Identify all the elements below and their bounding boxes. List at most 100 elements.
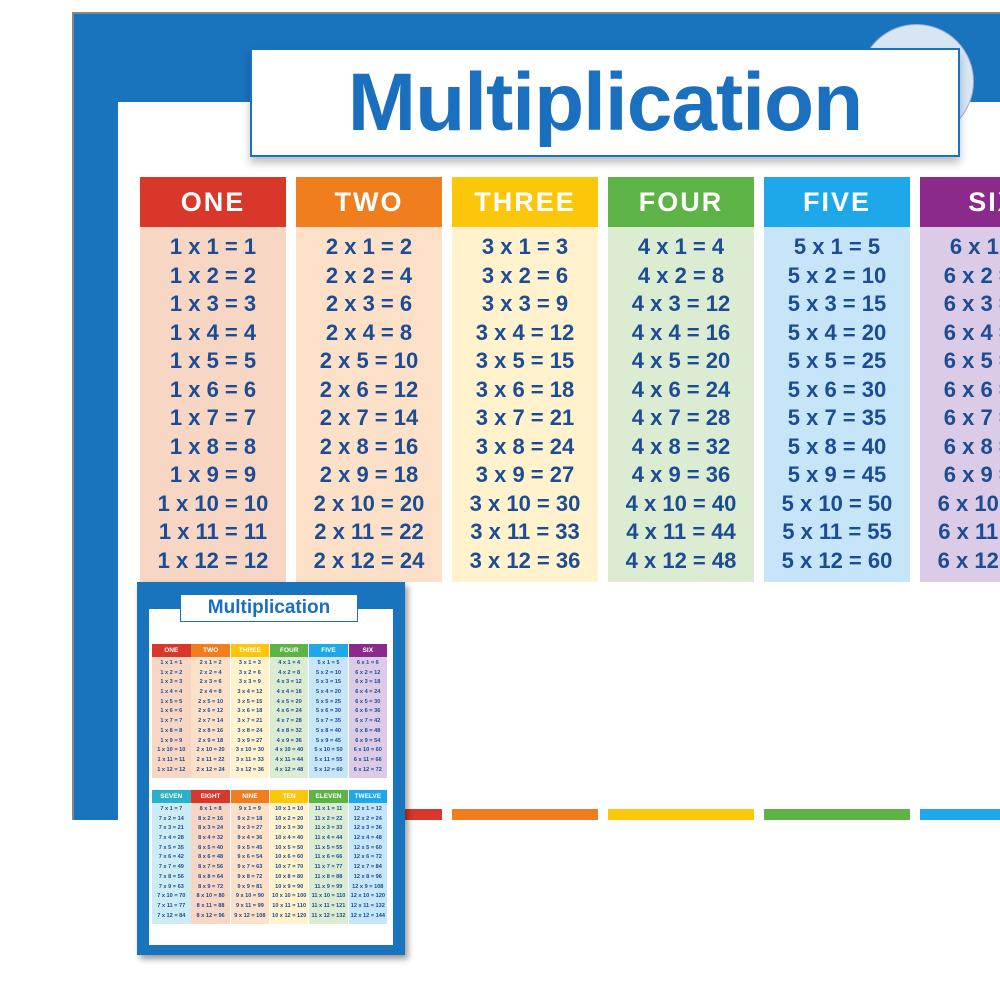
equation: 5 x 10 = 50: [781, 490, 893, 516]
equation: 4 x 6 = 24: [631, 376, 731, 402]
next-row-header-strip: [452, 809, 598, 820]
inset-equation: 5 x 5 = 25: [315, 698, 341, 705]
equation: 4 x 10 = 40: [625, 490, 737, 516]
next-row-header-strip: [764, 809, 910, 820]
inset-equation: 10 x 4 = 40: [275, 835, 304, 842]
equation: 6 x 5 = 30: [943, 348, 1000, 373]
inset-equation: 6 x 1 = 6: [356, 660, 379, 666]
inset-equation: 5 x 6 = 30: [315, 708, 341, 715]
inset-column-header: FOUR: [269, 644, 309, 657]
inset-equation: 11 x 8 = 88: [314, 873, 343, 880]
inset-column-six: SIX 6 x 1 = 6 6 x 2 = 12 6 x 3 = 18 6 x 4 = …: [348, 644, 388, 778]
inset-column-header: TWELVE: [348, 790, 388, 803]
inset-equation: 11 x 12 = 132: [311, 912, 346, 919]
column-body: 5 x 1 = 5 5 x 2 = 10 5 x 3 = 15 5 x 4 = 20 5…: [764, 227, 910, 582]
inset-equation: 5 x 9 = 45: [315, 737, 341, 744]
inset-equation: 8 x 6 = 48: [198, 854, 224, 861]
inset-equation: 6 x 5 = 30: [355, 698, 381, 705]
inset-equation: 12 x 8 = 96: [353, 873, 382, 880]
inset-equation: 4 x 4 = 16: [276, 689, 302, 696]
inset-equation: 2 x 3 = 6: [199, 679, 222, 686]
inset-equation: 8 x 10 = 80: [196, 893, 225, 900]
equation: 3 x 8 = 24: [475, 433, 575, 459]
inset-equation: 12 x 3 = 36: [353, 825, 382, 832]
inset-column-header: TEN: [269, 790, 309, 803]
poster-title: Multiplication: [347, 56, 863, 148]
equation: 3 x 5 = 15: [475, 348, 575, 373]
equation: 6 x 4 = 24: [943, 319, 1000, 345]
inset-equation: 5 x 1 = 5: [317, 660, 340, 666]
equation: 4 x 4 = 16: [631, 319, 731, 345]
equation: 5 x 5 = 25: [787, 348, 887, 373]
equation: 3 x 10 = 30: [469, 490, 581, 516]
equation: 4 x 5 = 20: [631, 348, 731, 373]
table-column-three: THREE 3 x 1 = 3 3 x 2 = 6 3 x 3 = 9 3 x 4 = …: [452, 177, 598, 582]
equation: 2 x 8 = 16: [319, 433, 419, 459]
inset-equation: 1 x 11 = 11: [157, 756, 186, 763]
inset-column-header: ONE: [152, 644, 191, 657]
equation: 6 x 12 = 72: [937, 547, 1000, 573]
inset-equation: 2 x 6 = 12: [198, 708, 224, 715]
inset-equation: 7 x 3 = 21: [158, 825, 184, 832]
inset-equation: 10 x 10 = 100: [272, 893, 307, 900]
equation: 1 x 5 = 5: [169, 348, 257, 373]
equation: 4 x 2 = 8: [637, 262, 725, 288]
inset-equation: 7 x 8 = 56: [158, 873, 184, 880]
equation: 5 x 7 = 35: [787, 405, 887, 430]
inset-equation: 2 x 12 = 24: [196, 766, 225, 773]
inset-equation: 9 x 12 = 108: [234, 912, 266, 919]
inset-equation: 6 x 2 = 12: [355, 669, 381, 676]
column-body: 4 x 1 = 4 4 x 2 = 8 4 x 3 = 12 4 x 4 = 16 4 …: [608, 227, 754, 582]
equation: 1 x 1 = 1: [169, 234, 257, 259]
inset-equation: 1 x 9 = 9: [160, 737, 183, 744]
inset-equation: 4 x 12 = 48: [275, 766, 304, 773]
inset-equation: 12 x 10 = 120: [350, 893, 385, 900]
equation: 5 x 6 = 30: [787, 376, 887, 402]
inset-equation: 1 x 10 = 10: [157, 747, 186, 754]
inset-equation: 5 x 2 = 10: [315, 669, 341, 676]
next-row-header-strip: [920, 809, 1000, 820]
inset-equation: 12 x 7 = 84: [353, 864, 382, 871]
inset-equation: 7 x 7 = 49: [158, 864, 184, 871]
inset-equation: 3 x 5 = 15: [237, 698, 263, 705]
column-body: 3 x 1 = 3 3 x 2 = 6 3 x 3 = 9 3 x 4 = 12 3 x…: [452, 227, 598, 582]
inset-equation: 6 x 8 = 48: [355, 727, 381, 734]
inset-equation: 4 x 9 = 36: [276, 737, 302, 744]
inset-equation: 1 x 3 = 3: [160, 679, 183, 686]
title-banner: Multiplication: [250, 48, 960, 157]
inset-column-body: 8 x 1 = 8 8 x 2 = 16 8 x 3 = 24 8 x 4 = 32 8…: [191, 803, 230, 924]
inset-equation: 11 x 7 = 77: [314, 864, 343, 871]
inset-equation: 7 x 1 = 7: [160, 806, 183, 812]
inset-equation: 10 x 5 = 50: [275, 844, 304, 851]
inset-equation: 5 x 11 = 55: [314, 756, 343, 763]
equation: 2 x 5 = 10: [319, 348, 419, 373]
inset-equation: 10 x 1 = 10: [275, 806, 304, 812]
inset-equation: 5 x 7 = 35: [315, 718, 341, 725]
inset-equation: 2 x 11 = 22: [196, 756, 225, 763]
inset-column-body: 2 x 1 = 2 2 x 2 = 4 2 x 3 = 6 2 x 4 = 8 2 x …: [191, 657, 230, 778]
equation: 2 x 12 = 24: [313, 547, 425, 573]
inset-equation: 6 x 4 = 24: [355, 689, 381, 696]
inset-equation: 11 x 3 = 33: [314, 825, 343, 832]
inset-equation: 2 x 9 = 18: [198, 737, 224, 744]
equation: 3 x 7 = 21: [475, 405, 575, 430]
equation: 2 x 7 = 14: [319, 405, 419, 430]
equation: 2 x 2 = 4: [325, 262, 413, 288]
inset-column-twelve: TWELVE 12 x 1 = 12 12 x 2 = 24 12 x 3 = 36 1…: [348, 790, 388, 924]
equation: 1 x 6 = 6: [169, 376, 257, 402]
next-row-header-strip: [608, 809, 754, 820]
equation: 3 x 2 = 6: [481, 262, 569, 288]
inset-equation: 7 x 5 = 35: [158, 844, 184, 851]
inset-column-three: THREE 3 x 1 = 3 3 x 2 = 6 3 x 3 = 9 3 x 4 = …: [230, 644, 270, 778]
column-header: ONE: [140, 177, 286, 227]
inset-column-body: 9 x 1 = 9 9 x 2 = 18 9 x 3 = 27 9 x 4 = 36 9…: [230, 803, 270, 924]
inset-title: Multiplication: [207, 597, 331, 618]
equation: 2 x 4 = 8: [325, 319, 413, 345]
column-header: FIVE: [764, 177, 910, 227]
inset-column-body: 6 x 1 = 6 6 x 2 = 12 6 x 3 = 18 6 x 4 = 24 6…: [348, 657, 388, 778]
inset-equation: 3 x 7 = 21: [237, 718, 263, 725]
equation: 3 x 12 = 36: [469, 547, 581, 573]
inset-equation: 5 x 8 = 40: [315, 727, 341, 734]
inset-column-body: 4 x 1 = 4 4 x 2 = 8 4 x 3 = 12 4 x 4 = 16 4 …: [269, 657, 309, 778]
